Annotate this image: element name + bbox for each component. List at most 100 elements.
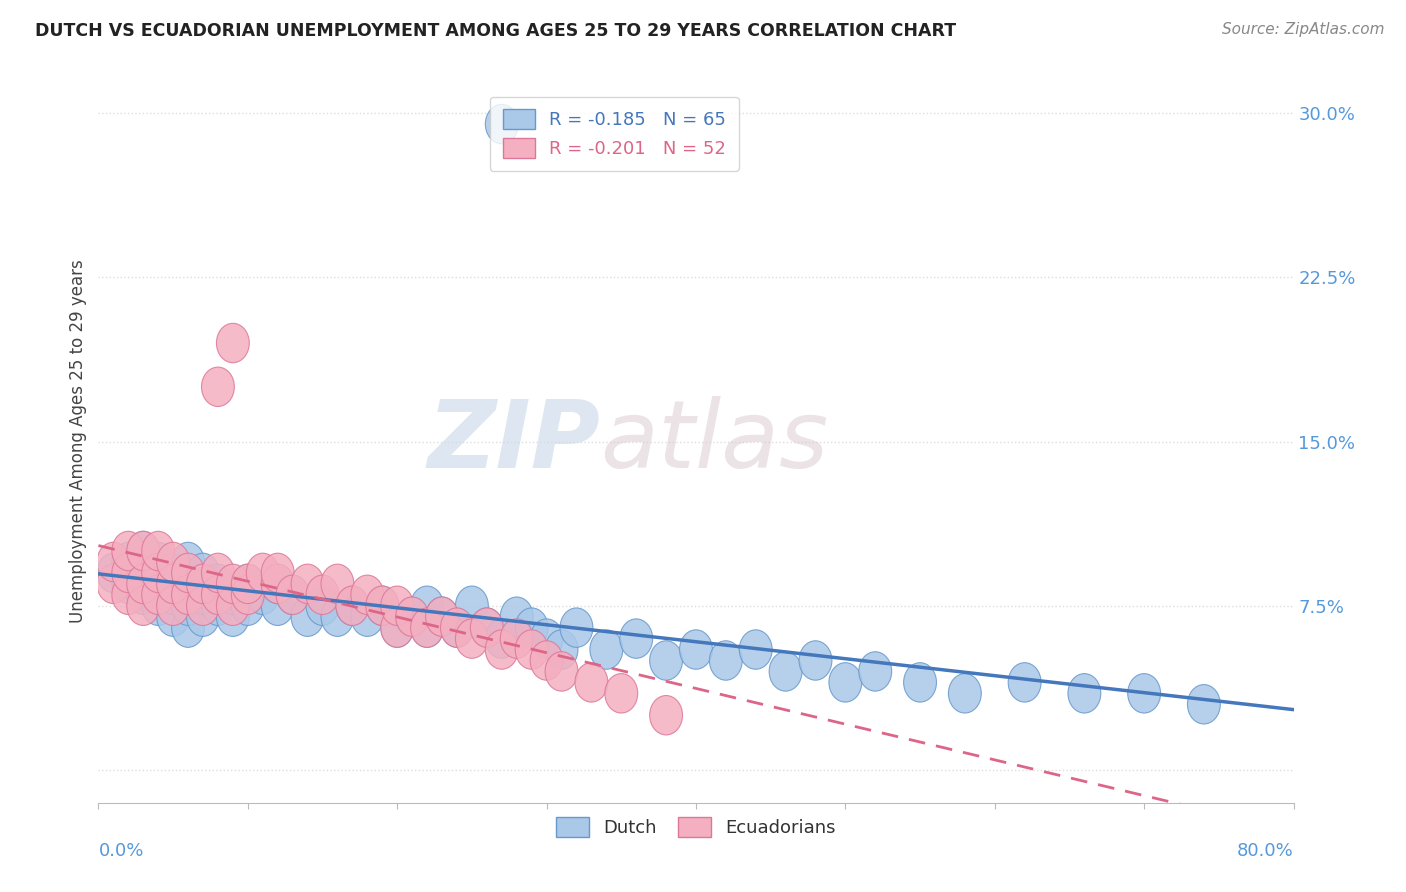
Ellipse shape [560, 608, 593, 648]
Ellipse shape [501, 597, 533, 636]
Ellipse shape [471, 608, 503, 648]
Ellipse shape [530, 619, 562, 658]
Ellipse shape [1008, 663, 1040, 702]
Ellipse shape [217, 597, 249, 636]
Ellipse shape [142, 586, 174, 625]
Ellipse shape [142, 542, 174, 582]
Ellipse shape [366, 586, 399, 625]
Ellipse shape [201, 553, 235, 592]
Ellipse shape [321, 564, 354, 604]
Ellipse shape [142, 575, 174, 615]
Ellipse shape [187, 564, 219, 604]
Ellipse shape [456, 619, 488, 658]
Ellipse shape [485, 619, 519, 658]
Ellipse shape [426, 597, 458, 636]
Ellipse shape [650, 696, 682, 735]
Ellipse shape [650, 640, 682, 681]
Ellipse shape [546, 652, 578, 691]
Ellipse shape [411, 586, 443, 625]
Ellipse shape [904, 663, 936, 702]
Ellipse shape [217, 575, 249, 615]
Ellipse shape [352, 575, 384, 615]
Ellipse shape [201, 564, 235, 604]
Ellipse shape [127, 564, 160, 604]
Text: DUTCH VS ECUADORIAN UNEMPLOYMENT AMONG AGES 25 TO 29 YEARS CORRELATION CHART: DUTCH VS ECUADORIAN UNEMPLOYMENT AMONG A… [35, 22, 956, 40]
Ellipse shape [156, 542, 190, 582]
Ellipse shape [217, 586, 249, 625]
Ellipse shape [112, 564, 145, 604]
Ellipse shape [291, 564, 323, 604]
Ellipse shape [201, 368, 235, 407]
Ellipse shape [172, 608, 204, 648]
Ellipse shape [187, 597, 219, 636]
Ellipse shape [530, 640, 562, 681]
Ellipse shape [156, 564, 190, 604]
Ellipse shape [440, 608, 474, 648]
Ellipse shape [799, 640, 832, 681]
Ellipse shape [187, 553, 219, 592]
Ellipse shape [485, 104, 519, 144]
Ellipse shape [1188, 684, 1220, 724]
Ellipse shape [142, 564, 174, 604]
Ellipse shape [112, 542, 145, 582]
Ellipse shape [605, 673, 638, 713]
Ellipse shape [381, 608, 413, 648]
Ellipse shape [336, 586, 368, 625]
Ellipse shape [575, 663, 607, 702]
Ellipse shape [485, 630, 519, 669]
Ellipse shape [127, 532, 160, 571]
Ellipse shape [262, 564, 294, 604]
Ellipse shape [246, 575, 280, 615]
Ellipse shape [276, 575, 309, 615]
Ellipse shape [97, 553, 129, 592]
Ellipse shape [859, 652, 891, 691]
Ellipse shape [1069, 673, 1101, 713]
Ellipse shape [276, 575, 309, 615]
Y-axis label: Unemployment Among Ages 25 to 29 years: Unemployment Among Ages 25 to 29 years [69, 260, 87, 624]
Ellipse shape [620, 619, 652, 658]
Ellipse shape [321, 597, 354, 636]
Text: 0.0%: 0.0% [98, 842, 143, 860]
Ellipse shape [740, 630, 772, 669]
Ellipse shape [395, 597, 429, 636]
Ellipse shape [307, 575, 339, 615]
Ellipse shape [127, 575, 160, 615]
Ellipse shape [501, 619, 533, 658]
Ellipse shape [142, 532, 174, 571]
Ellipse shape [710, 640, 742, 681]
Ellipse shape [262, 564, 294, 604]
Ellipse shape [156, 597, 190, 636]
Ellipse shape [172, 575, 204, 615]
Ellipse shape [515, 608, 548, 648]
Ellipse shape [172, 586, 204, 625]
Ellipse shape [232, 564, 264, 604]
Ellipse shape [262, 553, 294, 592]
Ellipse shape [112, 532, 145, 571]
Ellipse shape [127, 532, 160, 571]
Ellipse shape [352, 597, 384, 636]
Ellipse shape [172, 542, 204, 582]
Ellipse shape [471, 608, 503, 648]
Text: 80.0%: 80.0% [1237, 842, 1294, 860]
Ellipse shape [232, 586, 264, 625]
Ellipse shape [1128, 673, 1160, 713]
Ellipse shape [411, 608, 443, 648]
Ellipse shape [262, 586, 294, 625]
Text: atlas: atlas [600, 396, 828, 487]
Ellipse shape [187, 586, 219, 625]
Ellipse shape [515, 630, 548, 669]
Ellipse shape [246, 553, 280, 592]
Ellipse shape [307, 586, 339, 625]
Ellipse shape [187, 575, 219, 615]
Ellipse shape [546, 630, 578, 669]
Ellipse shape [156, 575, 190, 615]
Ellipse shape [336, 586, 368, 625]
Ellipse shape [142, 553, 174, 592]
Ellipse shape [201, 575, 235, 615]
Ellipse shape [172, 564, 204, 604]
Ellipse shape [830, 663, 862, 702]
Ellipse shape [381, 608, 413, 648]
Ellipse shape [426, 597, 458, 636]
Ellipse shape [172, 553, 204, 592]
Ellipse shape [217, 564, 249, 604]
